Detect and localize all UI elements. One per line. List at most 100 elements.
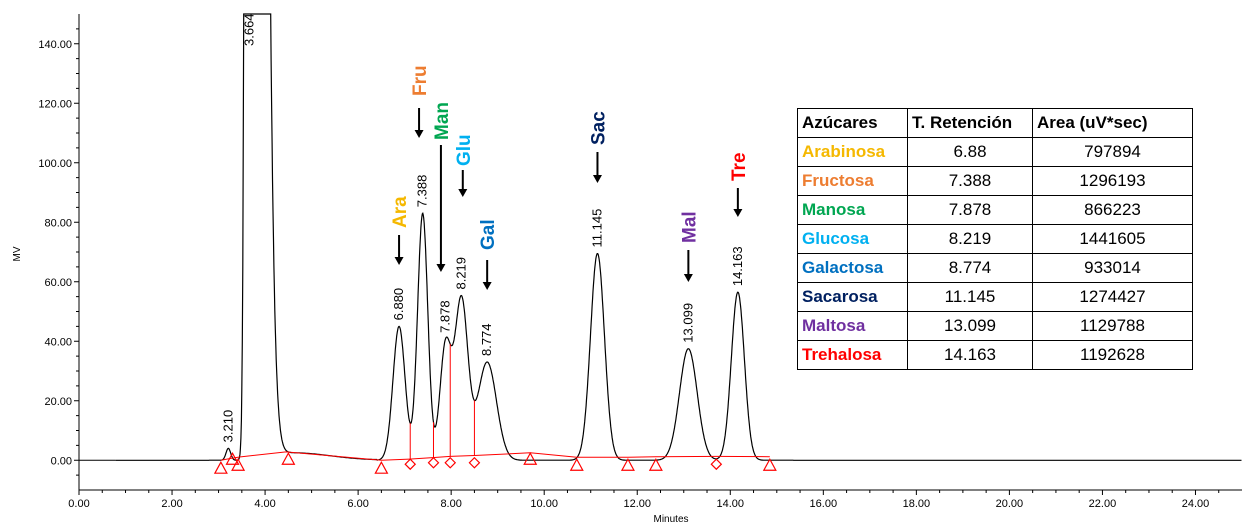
y-tick-label: 20.00 xyxy=(44,396,72,408)
sugar-name-cell: Arabinosa xyxy=(797,137,908,167)
sugar-abbr-label: Fru xyxy=(410,65,431,96)
x-axis-title: Minutes xyxy=(653,514,688,525)
peak-start-marker xyxy=(523,452,538,465)
peak-rt-label: 6.880 xyxy=(391,288,406,321)
table-row: Sacarosa 11.145 1274427 xyxy=(797,282,1193,312)
arrow-head-icon xyxy=(414,130,424,138)
sugar-abbr-label: Man xyxy=(432,102,453,140)
y-tick-label: 0.00 xyxy=(51,455,72,467)
area-cell: 1129788 xyxy=(1032,311,1193,341)
table-row: Fructosa 7.388 1296193 xyxy=(797,166,1193,196)
sugar-name-cell: Galactosa xyxy=(797,253,908,283)
sugar-name-cell: Trehalosa xyxy=(797,340,908,370)
peak-start-marker xyxy=(281,452,296,465)
sugar-table: Azúcares T. Retención Area (uV*sec) Arab… xyxy=(797,108,1193,370)
retention-time-cell: 11.145 xyxy=(907,282,1033,312)
retention-time-cell: 7.388 xyxy=(907,166,1033,196)
table-row: Glucosa 8.219 1441605 xyxy=(797,224,1193,254)
sugar-abbr-label: Glu xyxy=(454,134,475,166)
peak-start-marker xyxy=(762,457,777,471)
x-tick-label: 24.00 xyxy=(1182,498,1210,510)
table-header-row: Azúcares T. Retención Area (uV*sec) xyxy=(797,108,1193,138)
table-row: Arabinosa 6.88 797894 xyxy=(797,137,1193,167)
x-tick-label: 16.00 xyxy=(810,498,838,510)
area-cell: 866223 xyxy=(1032,195,1193,225)
peak-rt-label: 7.388 xyxy=(415,175,430,208)
chromatogram-trace xyxy=(79,13,1242,474)
sugar-name-cell: Sacarosa xyxy=(797,282,908,312)
sugar-name-cell: Manosa xyxy=(797,195,908,225)
peak-rt-label: 13.099 xyxy=(680,303,695,343)
peak-rt-label: 14.163 xyxy=(730,246,745,286)
sugar-abbr-label: Sac xyxy=(588,111,609,145)
column-header: T. Retención xyxy=(907,108,1033,138)
peak-rt-label: 3.664 xyxy=(241,13,256,46)
y-tick-label: 60.00 xyxy=(44,277,72,289)
area-cell: 1441605 xyxy=(1032,224,1193,254)
arrow-head-icon xyxy=(482,282,492,290)
x-tick-label: 6.00 xyxy=(347,498,368,510)
y-tick-label: 80.00 xyxy=(44,217,72,229)
peak-rt-label: 8.219 xyxy=(453,257,468,290)
retention-time-cell: 6.88 xyxy=(907,137,1033,167)
x-tick-label: 4.00 xyxy=(254,498,275,510)
x-tick-label: 2.00 xyxy=(161,498,182,510)
area-cell: 1192628 xyxy=(1032,340,1193,370)
x-tick-label: 8.00 xyxy=(440,498,461,510)
retention-time-cell: 7.878 xyxy=(907,195,1033,225)
peak-split-marker xyxy=(710,458,723,471)
peak-split-marker xyxy=(404,458,417,471)
y-tick-label: 120.00 xyxy=(38,98,72,110)
retention-time-cell: 8.774 xyxy=(907,253,1033,283)
x-tick-label: 20.00 xyxy=(996,498,1024,510)
integration-baseline xyxy=(220,451,770,461)
peak-start-marker xyxy=(648,457,663,471)
y-tick-label: 140.00 xyxy=(38,39,72,51)
x-tick-label: 10.00 xyxy=(530,498,558,510)
peak-start-marker xyxy=(231,457,246,471)
table-row: Galactosa 8.774 933014 xyxy=(797,253,1193,283)
sugar-name-cell: Fructosa xyxy=(797,166,908,196)
peak-rt-label: 3.210 xyxy=(220,410,235,443)
sugar-abbr-label: Tre xyxy=(729,152,750,181)
axes: 0.00 2.00 4.00 6.00 8.00 10.00 12.00 14.00 16.00… xyxy=(38,14,1242,510)
y-axis-title: MV xyxy=(12,246,23,261)
sugar-name-cell: Maltosa xyxy=(797,311,908,341)
peak-rt-label: 11.145 xyxy=(589,209,604,248)
x-tick-label: 0.00 xyxy=(68,498,89,510)
area-cell: 933014 xyxy=(1032,253,1193,283)
peak-start-marker xyxy=(620,457,635,471)
peak-split-marker xyxy=(427,456,440,469)
arrow-head-icon xyxy=(592,175,602,183)
y-tick-label: 100.00 xyxy=(38,158,72,170)
arrow-head-icon xyxy=(458,189,468,197)
x-tick-label: 22.00 xyxy=(1089,498,1117,510)
sugar-abbr-label: Gal xyxy=(478,219,499,250)
arrow-head-icon xyxy=(394,257,404,265)
table-row: Manosa 7.878 866223 xyxy=(797,195,1193,225)
table-row: Maltosa 13.099 1129788 xyxy=(797,311,1193,341)
retention-time-cell: 14.163 xyxy=(907,340,1033,370)
area-cell: 1296193 xyxy=(1032,166,1193,196)
sugar-name-cell: Glucosa xyxy=(797,224,908,254)
arrow-head-icon xyxy=(436,264,446,272)
sugar-abbr-label: Ara xyxy=(390,196,411,228)
column-header: Area (uV*sec) xyxy=(1032,108,1193,138)
y-tick-label: 40.00 xyxy=(44,336,72,348)
retention-time-cell: 8.219 xyxy=(907,224,1033,254)
peak-rt-label: 7.878 xyxy=(437,300,452,333)
sugar-abbr-label: Mal xyxy=(679,211,700,243)
peak-start-marker xyxy=(213,460,228,474)
area-cell: 1274427 xyxy=(1032,282,1193,312)
peak-rt-label: 8.774 xyxy=(479,323,494,356)
arrow-head-icon xyxy=(733,209,743,217)
peak-split-marker xyxy=(444,456,457,469)
area-cell: 797894 xyxy=(1032,137,1193,167)
arrow-head-icon xyxy=(683,274,693,282)
peak-split-marker xyxy=(468,456,481,469)
retention-time-cell: 13.099 xyxy=(907,311,1033,341)
peak-start-marker xyxy=(374,460,389,474)
column-header: Azúcares xyxy=(797,108,908,138)
